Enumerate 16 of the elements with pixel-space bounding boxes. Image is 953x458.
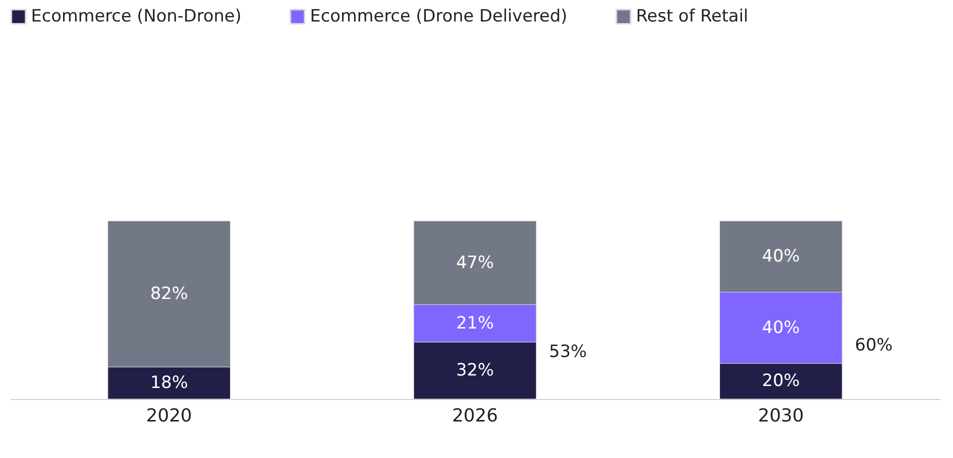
x-tick-label: 2030: [758, 406, 804, 426]
legend-label: Ecommerce (Non-Drone): [31, 6, 242, 27]
x-tick-label: 2026: [452, 406, 498, 426]
data-label: 82%: [150, 284, 188, 304]
data-label: 32%: [456, 360, 494, 381]
x-tick-label: 2020: [146, 406, 192, 426]
annotation: 53%: [549, 342, 587, 362]
legend-label: Rest of Retail: [636, 6, 748, 27]
data-label: 20%: [762, 371, 800, 392]
data-label: 47%: [456, 252, 494, 273]
data-label: 18%: [150, 372, 188, 393]
data-label: 40%: [762, 318, 800, 338]
data-label: 40%: [762, 246, 800, 267]
legend-label: Ecommerce (Drone Delivered): [310, 6, 568, 27]
data-label: 21%: [456, 313, 494, 334]
annotation: 60%: [854, 336, 893, 356]
